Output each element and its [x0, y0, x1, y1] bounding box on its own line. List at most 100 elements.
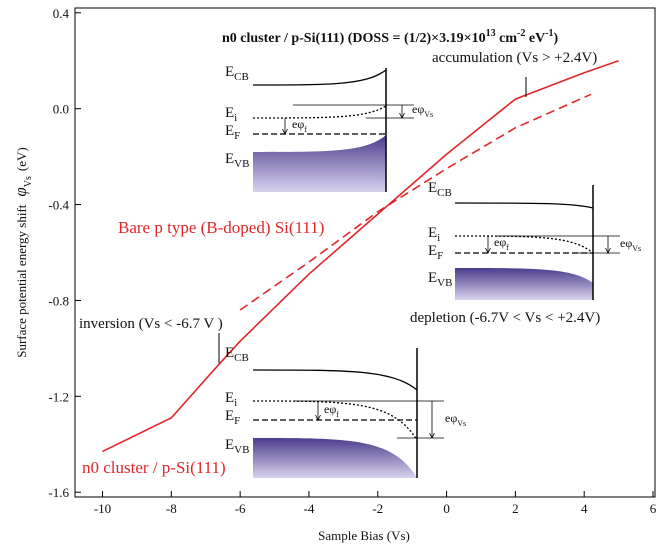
label-sub: F: [234, 130, 240, 142]
inset-label: EF: [225, 408, 240, 427]
inset-label: eφf: [494, 235, 509, 252]
series-line: [239, 93, 592, 311]
label-sub: VB: [234, 444, 249, 456]
x-tick-label: -4: [304, 501, 315, 516]
x-tick-label: 4: [581, 501, 588, 516]
inset-label: eφVs: [445, 411, 466, 428]
annotation: accumulation (Vs > +2.4V): [432, 50, 597, 66]
intrinsic-level: [454, 235, 594, 254]
label-main: eφ: [494, 235, 506, 249]
x-tick-label: 6: [650, 501, 657, 516]
y-tick-label: 0.0: [53, 102, 69, 117]
label-main: E: [225, 408, 234, 424]
label-sub: Vs: [424, 110, 433, 119]
inset-label: EF: [225, 123, 240, 142]
label-sub: Vs: [457, 419, 466, 428]
y-tick-label: -1.2: [48, 389, 69, 404]
label-sub: Vs: [632, 244, 641, 253]
valence-band: [253, 135, 386, 192]
title-part: cm: [496, 31, 518, 46]
label-sub: VB: [234, 158, 249, 170]
conduction-band: [252, 69, 387, 86]
label-main: eφ: [445, 411, 457, 425]
x-tick-label: -8: [166, 501, 177, 516]
series-label: Bare p type (B-doped) Si(111): [118, 218, 324, 237]
x-tick-label: -10: [94, 501, 111, 516]
series-label: n0 cluster / p-Si(111): [82, 458, 226, 477]
y-axis-label-part: Surface potential energy shift: [14, 204, 29, 358]
label-sub: VB: [437, 277, 452, 289]
title-part: ): [554, 31, 559, 46]
annotation: depletion (-6.7V < Vs < +2.4V): [410, 310, 600, 326]
chart-title: n0 cluster / p-Si(111) (DOSS = (1/2)×3.1…: [222, 28, 559, 46]
inset-label: EVB: [428, 270, 452, 289]
label-sub: f: [304, 125, 307, 134]
x-axis-label: Sample Bias (Vs): [318, 528, 410, 543]
conduction-band: [454, 202, 594, 209]
label-sub: i: [437, 232, 440, 244]
intrinsic-level: [252, 105, 387, 119]
arrow-head: [399, 112, 405, 119]
title-part: eV: [525, 31, 545, 46]
plot-frame: [74, 7, 656, 498]
valence-band: [253, 438, 417, 478]
label-main: E: [225, 437, 234, 453]
title-part: 13: [486, 28, 496, 39]
label-main: eφ: [324, 402, 336, 416]
label-sub: i: [234, 397, 237, 409]
inset-label: ECB: [225, 64, 249, 83]
x-tick-label: 2: [512, 501, 519, 516]
intrinsic-level: [252, 400, 418, 441]
inset-label: eφf: [292, 117, 307, 134]
inset-label: ECB: [428, 180, 452, 199]
arrow-head: [429, 432, 435, 439]
inset-label: Ei: [428, 225, 440, 244]
y-axis-label-part: Vs: [23, 176, 34, 187]
label-main: E: [428, 180, 437, 196]
label-sub: F: [437, 250, 443, 262]
label-main: E: [225, 64, 234, 80]
arrow-head: [282, 128, 288, 135]
label-sub: CB: [234, 71, 249, 83]
inset-label: ECB: [225, 345, 249, 364]
title-part: n0 cluster / p-Si(111) (DOSS = (1/2)×3.1…: [222, 31, 486, 46]
y-axis-label-part: (eV): [14, 147, 29, 171]
label-main: E: [225, 151, 234, 167]
y-tick-label: 0.4: [53, 6, 70, 21]
label-sub: i: [234, 112, 237, 124]
conduction-band: [252, 369, 418, 391]
y-axis-label: Surface potential energy shift φVs (eV): [11, 147, 34, 358]
label-main: E: [225, 123, 234, 139]
inset-label: eφf: [324, 402, 339, 419]
label-main: E: [428, 270, 437, 286]
series-line: [102, 59, 619, 453]
label-sub: CB: [234, 352, 249, 364]
arrow-head: [605, 247, 611, 254]
y-axis-label-part: φ: [11, 187, 30, 196]
inset-label: eφVs: [620, 236, 641, 253]
x-tick-label: 0: [443, 501, 450, 516]
label-main: eφ: [412, 102, 424, 116]
y-tick-label: -0.4: [48, 198, 69, 213]
label-main: eφ: [620, 236, 632, 250]
arrow-head: [315, 414, 321, 421]
inset-label: EVB: [225, 437, 249, 456]
inset-label: Ei: [225, 105, 237, 124]
x-tick-label: -2: [372, 501, 383, 516]
y-tick-label: -1.6: [48, 485, 69, 500]
label-sub: F: [234, 415, 240, 427]
label-sub: CB: [437, 187, 452, 199]
label-sub: f: [506, 243, 509, 252]
valence-band: [455, 268, 593, 300]
inset-label: EF: [428, 243, 443, 262]
label-sub: f: [336, 410, 339, 419]
x-tick-label: -6: [235, 501, 246, 516]
title-part: -1: [545, 28, 553, 39]
title-part: -2: [517, 28, 525, 39]
label-main: E: [225, 390, 234, 406]
inset-label: Ei: [225, 390, 237, 409]
label-main: E: [428, 225, 437, 241]
inset-label: EVB: [225, 151, 249, 170]
label-main: E: [225, 105, 234, 121]
